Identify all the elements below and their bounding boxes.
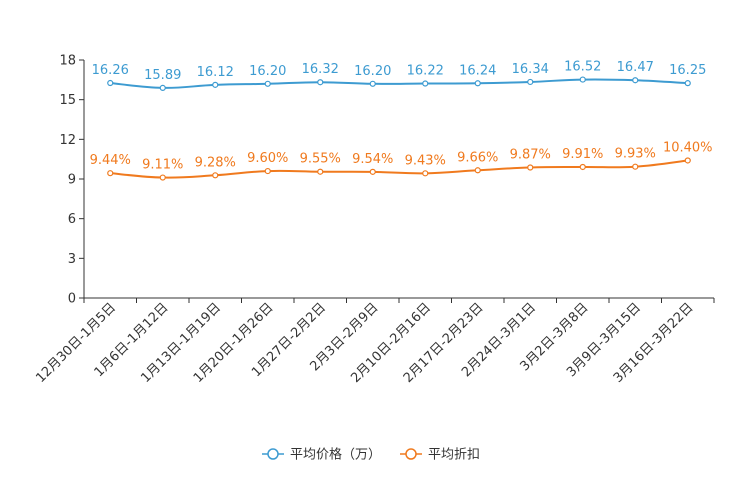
data-point xyxy=(264,80,271,87)
data-point xyxy=(422,170,429,177)
data-label: 9.28% xyxy=(195,155,236,170)
data-point xyxy=(632,77,639,84)
series-layer: 16.26 15.89 16.12 16.20 16.32 16.20 16.22 16.24… xyxy=(90,60,713,181)
data-point xyxy=(107,170,114,177)
data-point xyxy=(212,172,219,179)
data-label: 9.93% xyxy=(615,147,656,162)
data-point xyxy=(474,167,481,174)
legend-marker-icon xyxy=(267,448,279,460)
legend-marker-icon xyxy=(405,448,417,460)
data-label: 16.20 xyxy=(354,64,391,79)
legend-item-2: 平均折扣 xyxy=(400,448,480,463)
data-point xyxy=(212,81,219,88)
y-tick-label: 9 xyxy=(68,173,76,188)
data-point xyxy=(632,163,639,170)
y-tick-label: 0 xyxy=(68,292,76,307)
data-point xyxy=(264,167,271,175)
data-label: 9.43% xyxy=(405,153,446,168)
y-tick-label: 12 xyxy=(59,133,76,148)
legend-label: 平均折扣 xyxy=(428,448,480,463)
data-point xyxy=(684,157,691,164)
data-point xyxy=(527,78,534,86)
series-line xyxy=(110,159,688,179)
legend: 平均价格（万） 平均折扣 xyxy=(262,447,480,463)
data-point xyxy=(474,80,481,87)
data-label: 16.20 xyxy=(249,64,286,79)
axes: 036912151812月30日-1月5日1月6日-1月12日1月13日-1月1… xyxy=(33,54,715,386)
data-label: 9.60% xyxy=(247,151,288,166)
data-label: 9.55% xyxy=(300,152,341,167)
data-label: 16.32 xyxy=(302,62,339,77)
data-label: 10.40% xyxy=(663,140,713,155)
data-label: 9.44% xyxy=(90,153,131,168)
y-tick-label: 3 xyxy=(68,252,76,267)
legend-item-1: 平均价格（万） xyxy=(262,447,381,463)
data-label: 16.34 xyxy=(512,62,549,77)
series-line xyxy=(110,78,688,89)
data-point xyxy=(422,80,429,87)
data-point xyxy=(107,79,114,87)
data-point xyxy=(369,168,376,175)
legend-label: 平均价格（万） xyxy=(290,447,381,463)
data-label: 9.54% xyxy=(352,152,393,167)
data-label: 16.22 xyxy=(407,64,444,79)
data-label: 9.87% xyxy=(510,147,551,162)
series-2: 9.44% 9.11% 9.28% 9.60% 9.55% 9.54% 9.43% 9.66%… xyxy=(90,140,713,181)
y-tick-label: 18 xyxy=(59,54,76,69)
data-point xyxy=(527,164,534,171)
data-point xyxy=(369,80,376,87)
data-point xyxy=(159,84,166,91)
data-label: 16.47 xyxy=(617,60,654,75)
data-label: 16.52 xyxy=(564,60,601,75)
data-point xyxy=(579,76,586,83)
data-label: 16.12 xyxy=(197,65,234,80)
data-point xyxy=(317,168,324,175)
data-label: 15.89 xyxy=(144,68,181,83)
y-tick-label: 15 xyxy=(59,93,76,108)
data-point xyxy=(684,80,691,87)
series-1: 16.26 15.89 16.12 16.20 16.32 16.20 16.22 16.24… xyxy=(92,60,706,91)
y-tick-label: 6 xyxy=(68,212,76,227)
data-label: 16.25 xyxy=(669,63,706,78)
data-point xyxy=(159,174,166,181)
data-point xyxy=(317,79,324,86)
data-label: 16.24 xyxy=(459,63,496,78)
data-label: 9.11% xyxy=(142,158,183,173)
data-label: 9.91% xyxy=(562,147,603,162)
data-label: 9.66% xyxy=(457,150,498,165)
data-point xyxy=(579,163,586,171)
data-label: 16.26 xyxy=(92,63,129,78)
